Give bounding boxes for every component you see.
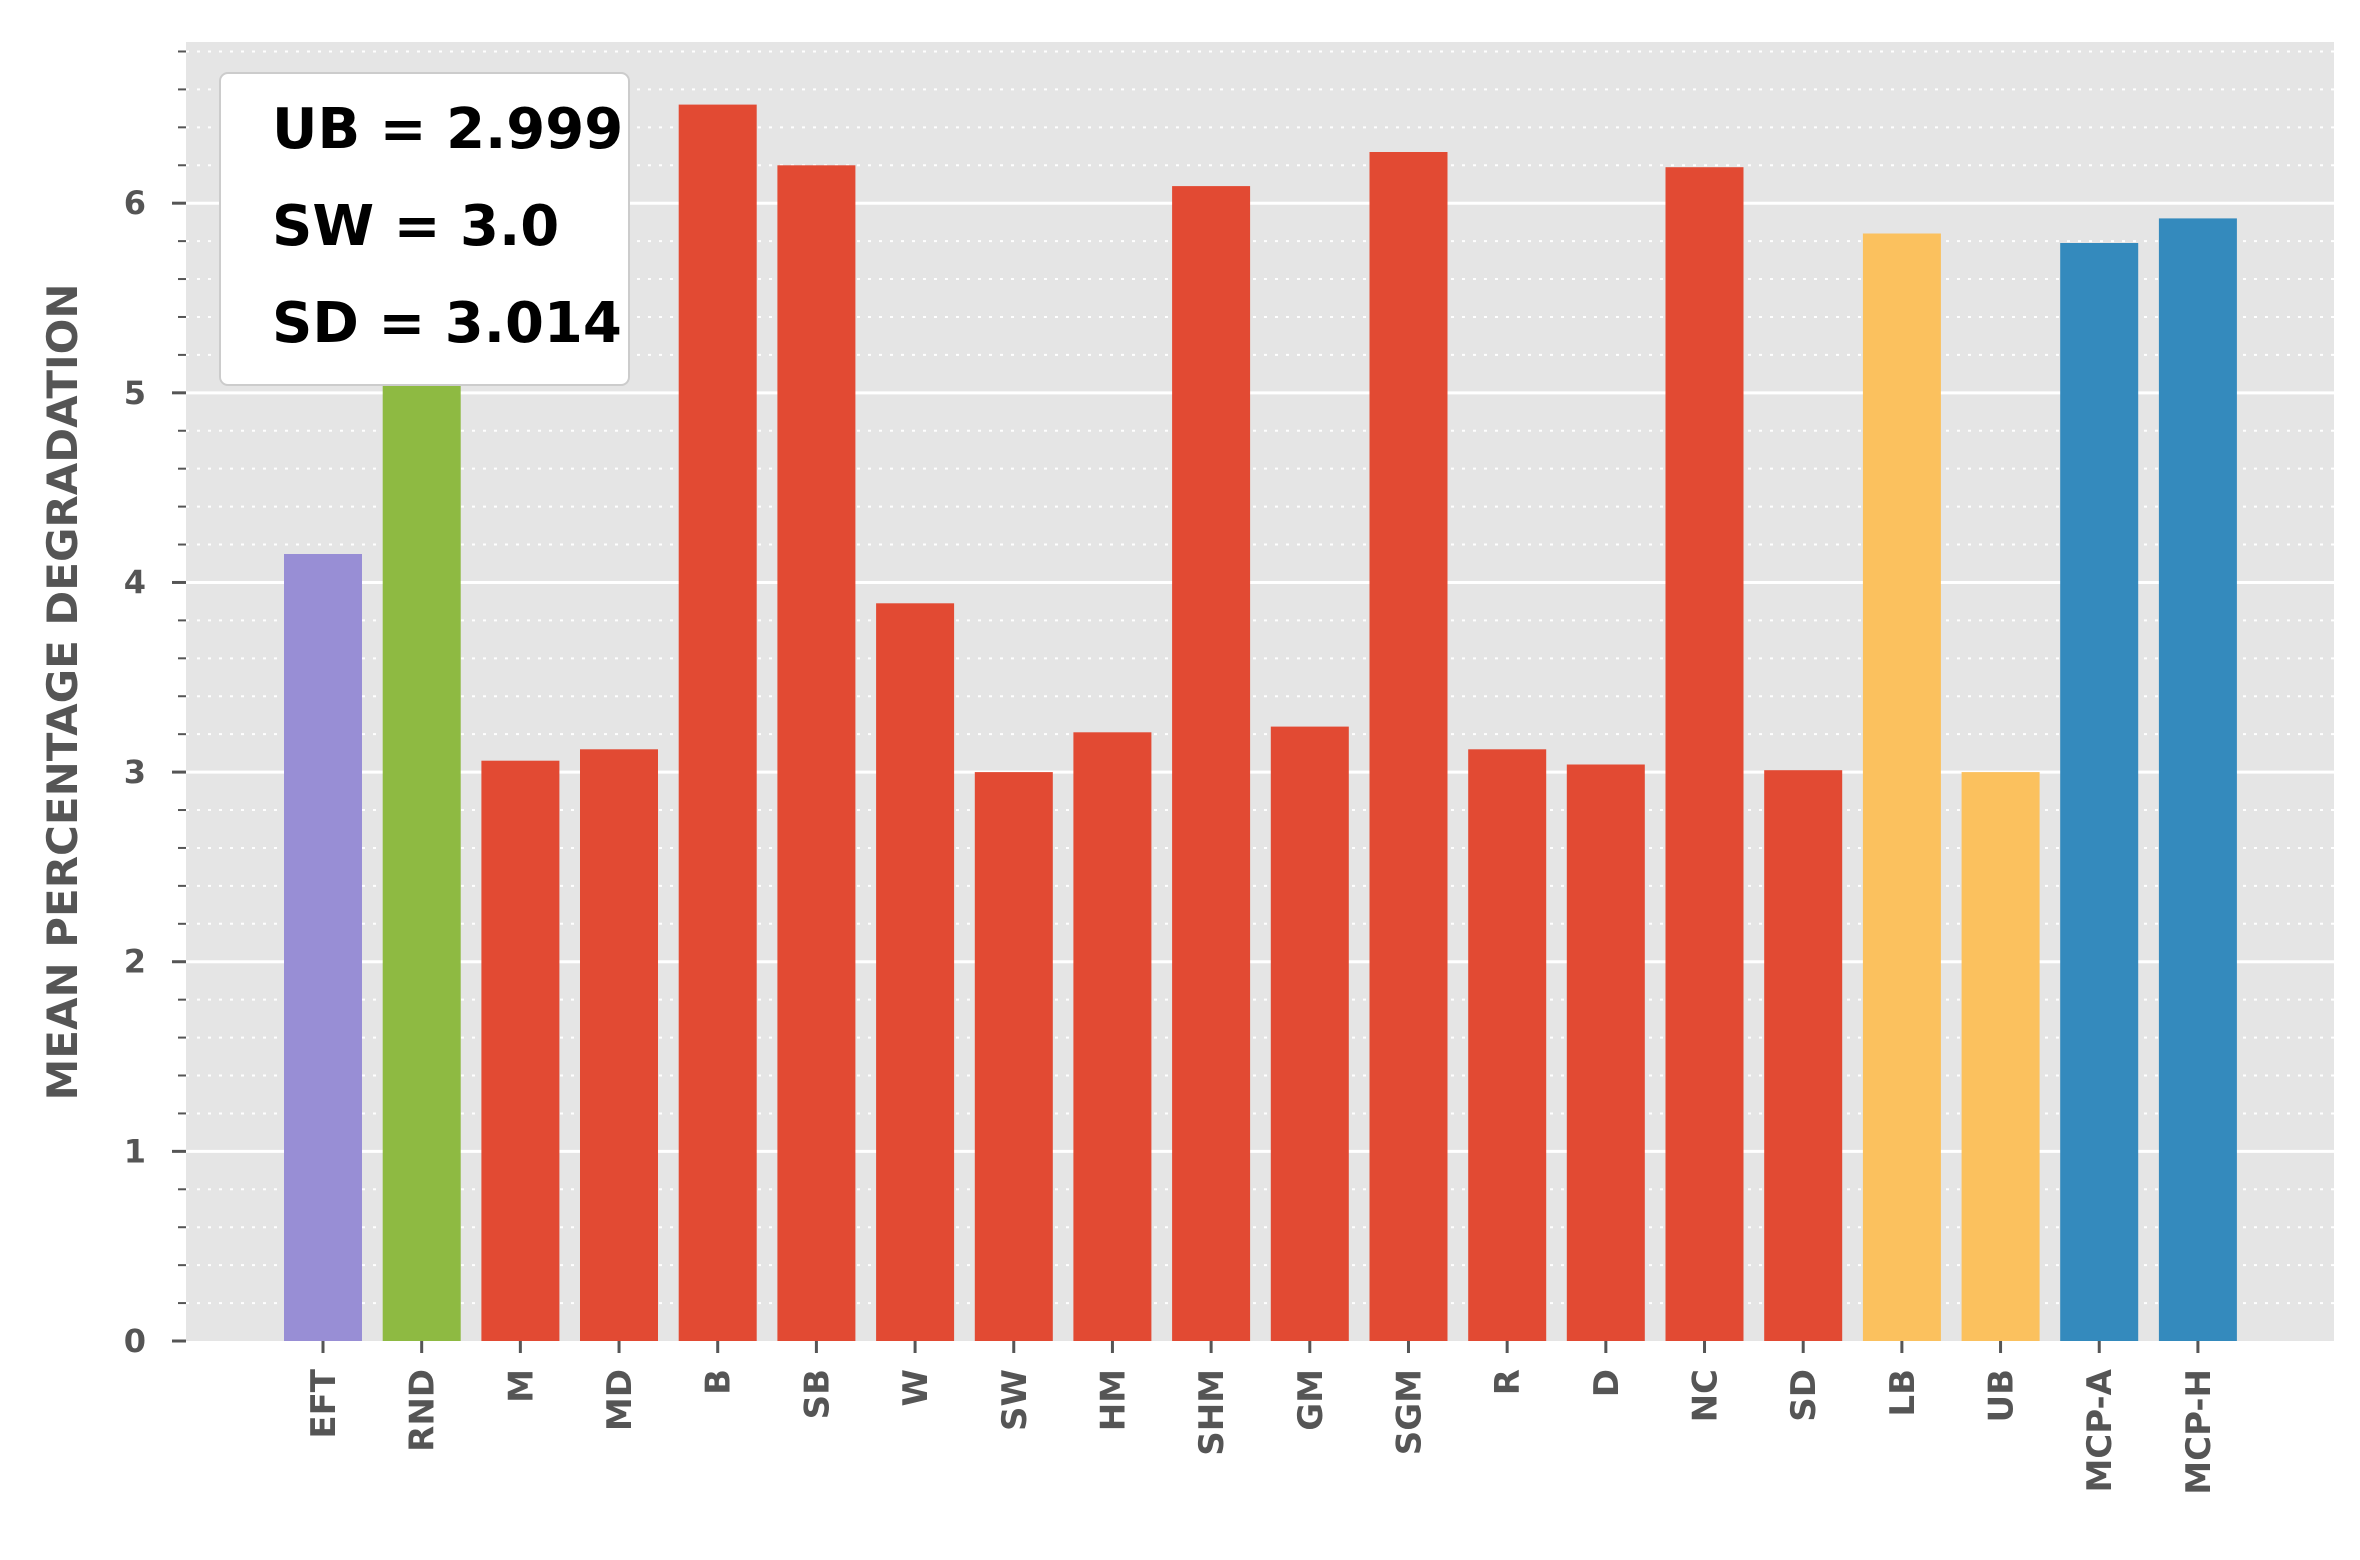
x-tick-label-shm: SHM bbox=[1192, 1369, 1232, 1456]
bar-sd bbox=[1764, 770, 1843, 1341]
bar-m bbox=[481, 760, 560, 1341]
bar-md bbox=[580, 749, 658, 1341]
x-tick-label-sb: SB bbox=[797, 1369, 837, 1419]
y-axis: 0 1 2 3 4 5 6 bbox=[124, 50, 186, 1360]
x-tick-label-ub: UB bbox=[1982, 1369, 2022, 1423]
annotation-sw: SW = 3.0 bbox=[272, 194, 559, 259]
x-axis: EFT RND M MD B SB W SW HM SHM GM SGM R D NC SD LB UB MCP-A… bbox=[304, 1341, 2219, 1495]
x-tick-label-d: D bbox=[1587, 1369, 1627, 1397]
x-tick-label-hm: HM bbox=[1093, 1369, 1133, 1431]
bar-b bbox=[678, 104, 757, 1342]
x-tick-label-mcp-a: MCP-A bbox=[2080, 1368, 2120, 1492]
y-tick-label: 4 bbox=[124, 563, 146, 601]
stats-annotation-box: UB = 2.999 SW = 3.0 SD = 3.014 bbox=[219, 72, 630, 386]
bar-lb bbox=[1862, 233, 1941, 1341]
x-tick-label-eft: EFT bbox=[304, 1368, 344, 1438]
y-tick-label: 6 bbox=[124, 184, 146, 222]
y-tick-label: 1 bbox=[124, 1132, 146, 1170]
y-axis-label: MEAN PERCENTAGE DEGRADATION bbox=[38, 283, 87, 1100]
x-tick-label-sd: SD bbox=[1784, 1369, 1824, 1422]
bar-r bbox=[1468, 749, 1547, 1341]
bar-mcp-h bbox=[2158, 218, 2237, 1341]
bar-w bbox=[876, 603, 955, 1341]
bar-sgm bbox=[1369, 152, 1448, 1341]
annotation-sd: SD = 3.014 bbox=[272, 291, 622, 356]
y-tick-label: 3 bbox=[124, 753, 146, 791]
y-tick-label: 0 bbox=[124, 1322, 146, 1360]
x-tick-label-sgm: SGM bbox=[1389, 1369, 1429, 1455]
bar-hm bbox=[1073, 732, 1152, 1341]
x-tick-label-gm: GM bbox=[1291, 1369, 1331, 1431]
x-tick-label-lb: LB bbox=[1883, 1369, 1923, 1417]
y-tick-label: 5 bbox=[124, 374, 146, 412]
bar-sw bbox=[974, 772, 1053, 1341]
bar-nc bbox=[1665, 167, 1744, 1342]
x-tick-label-b: B bbox=[699, 1369, 739, 1395]
bar-eft bbox=[284, 554, 362, 1341]
x-tick-label-m: M bbox=[501, 1369, 541, 1403]
bar-ub bbox=[1961, 772, 2040, 1341]
x-tick-label-rnd: RND bbox=[403, 1369, 443, 1452]
bar-shm bbox=[1172, 186, 1251, 1342]
annotation-ub: UB = 2.999 bbox=[272, 97, 623, 162]
x-tick-label-nc: NC bbox=[1686, 1369, 1726, 1422]
bar-d bbox=[1566, 764, 1645, 1341]
x-tick-label-mcp-h: MCP-H bbox=[2179, 1369, 2219, 1495]
x-tick-label-sw: SW bbox=[995, 1369, 1035, 1431]
x-tick-label-w: W bbox=[896, 1369, 936, 1407]
x-tick-label-md: MD bbox=[600, 1369, 640, 1431]
bar-mcp-a bbox=[2060, 243, 2139, 1341]
bars bbox=[284, 104, 2237, 1342]
bar-sb bbox=[777, 165, 856, 1341]
annotation-box-background bbox=[219, 72, 630, 386]
bar-rnd bbox=[382, 288, 461, 1341]
bar-gm bbox=[1270, 726, 1349, 1341]
y-tick-label: 2 bbox=[124, 943, 146, 981]
x-tick-label-r: R bbox=[1488, 1369, 1528, 1395]
